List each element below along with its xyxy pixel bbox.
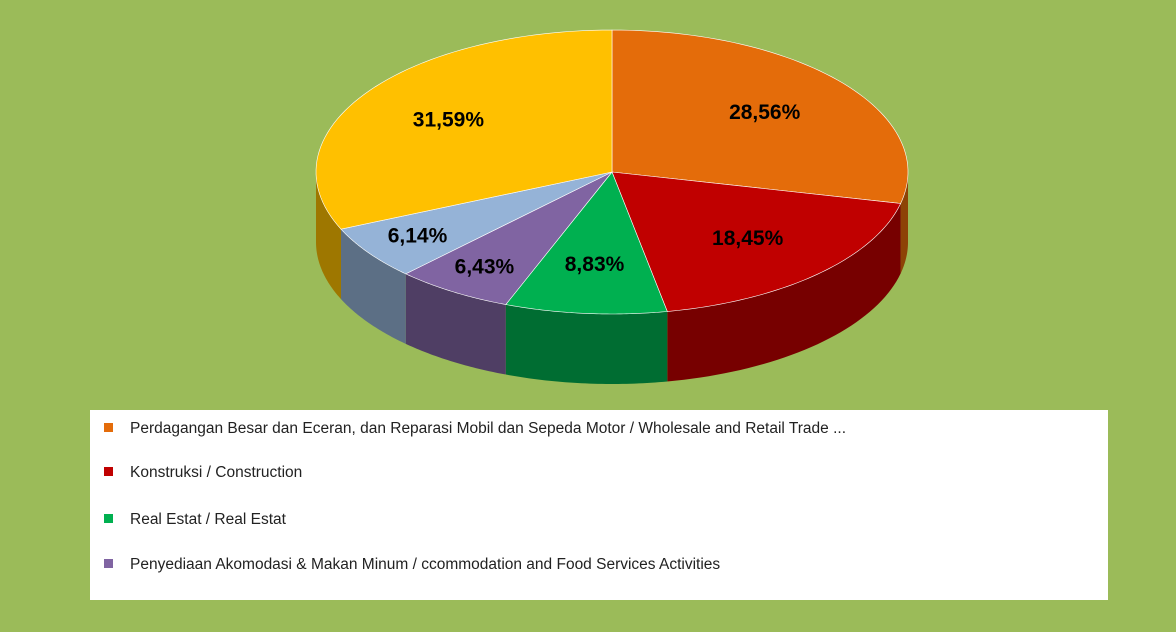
legend-label: Perdagangan Besar dan Eceran, dan Repara… [130,420,847,437]
legend-label: Penyediaan Akomodasi & Makan Minum / cco… [130,556,721,573]
data-label: 6,14% [388,224,448,247]
slice-side [341,229,406,344]
legend: Perdagangan Besar dan Eceran, dan Repara… [90,410,1108,600]
legend-swatch [104,467,113,476]
slice [505,171,668,315]
data-label: 28,56% [729,101,801,124]
legend-swatch [104,423,113,432]
data-label: 18,45% [712,227,784,250]
data-label: 6,43% [455,255,515,278]
data-label: 8,83% [565,253,625,276]
legend-label: Konstruksi / Construction [130,464,303,481]
slice [315,29,613,230]
legend-label: Real Estat / Real Estat [130,511,286,528]
slice [611,29,909,204]
slice-side [667,203,901,382]
data-label: 31,59% [413,108,485,131]
slice-side [900,172,908,274]
slice [611,171,902,312]
slice-side [505,304,668,384]
legend-swatch [104,514,113,523]
legend-swatch [104,559,113,568]
slice [340,171,613,275]
slice [405,171,613,305]
slice-side [316,172,342,300]
pie-area: 28,56% 18,45% 8,83% 6,43% 6,14% 31,59% [315,29,909,384]
slice-side [405,273,506,375]
